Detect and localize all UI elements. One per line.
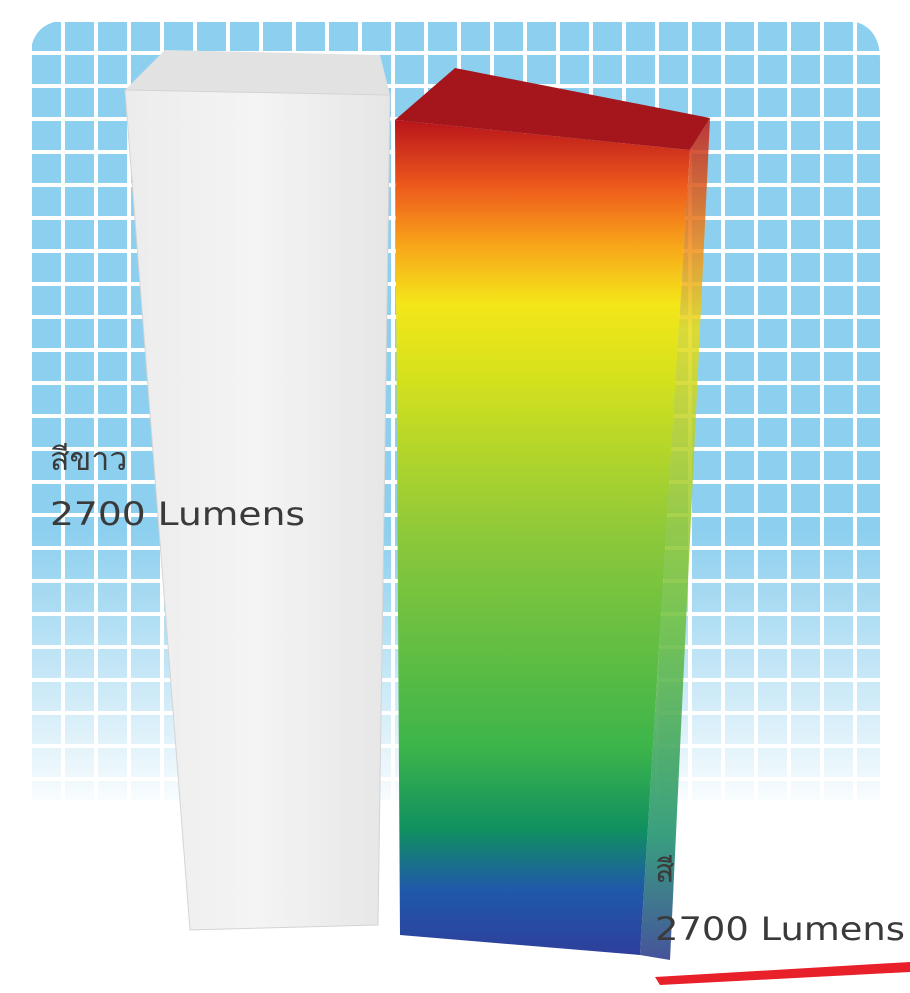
bar-side-face (125, 50, 390, 95)
value-label: 2700 Lumens (655, 910, 905, 948)
bar-side-face (640, 118, 710, 960)
bar (124, 89, 391, 931)
bar-top-face (395, 68, 710, 150)
category-label: สีขาว (50, 440, 127, 478)
bar (395, 120, 690, 955)
value-label: 2700 Lumens (50, 495, 305, 533)
category-label: สี (655, 852, 675, 890)
decor-wedge (655, 962, 910, 985)
